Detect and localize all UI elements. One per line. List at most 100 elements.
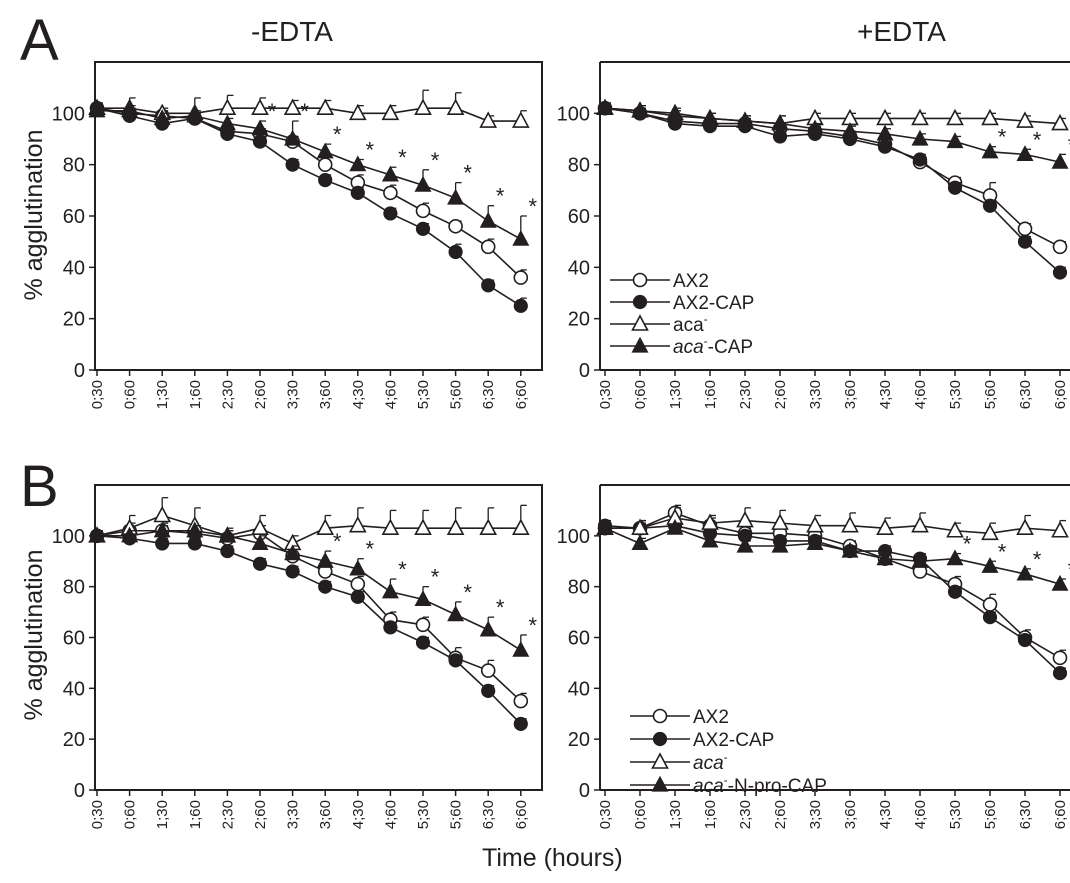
data-point [351,186,364,199]
data-point [156,537,169,550]
series-AX2-CAP [91,102,528,313]
legend-label: AX2-CAP [693,730,774,751]
data-point [913,518,928,532]
series-AX2 [91,523,528,707]
significance-star: * [300,99,309,124]
data-point [738,513,753,527]
x-tick-label: 1;30 [667,380,684,409]
y-tick-label: 20 [63,729,85,751]
y-tick-label: 40 [63,678,85,700]
data-point [286,565,299,578]
data-point [514,299,527,312]
x-tick-label: 0;60 [632,380,649,409]
data-point [254,135,267,148]
x-tick-label: 0;60 [122,800,139,829]
data-point [416,100,431,114]
legend-marker [653,777,668,791]
x-tick-label: 0;60 [122,380,139,409]
data-point [449,245,462,258]
y-tick-label: 80 [63,577,85,599]
data-point [384,621,397,634]
data-point [188,537,201,550]
data-point [1054,667,1067,680]
data-point [481,520,496,534]
y-tick-label: 60 [568,206,590,228]
significance-star: * [463,161,472,186]
data-point [1019,634,1032,647]
significance-star: * [268,99,277,124]
data-point [1054,651,1067,664]
data-point [949,181,962,194]
data-point [221,545,234,558]
x-tick-label: 4;60 [382,800,399,829]
data-point [1054,240,1067,253]
data-point [384,186,397,199]
data-point [983,110,998,124]
x-tick-label: 1;60 [702,380,719,409]
data-point [449,654,462,667]
legend-marker [653,754,668,768]
x-tick-label: 0;60 [632,800,649,829]
data-point [514,695,527,708]
data-point [449,220,462,233]
data-point [350,157,365,171]
data-point [948,110,963,124]
significance-star: * [333,529,342,554]
data-point [417,204,430,217]
data-point [1019,235,1032,248]
series-AX2-CAP [599,102,1067,279]
y-tick-label: 40 [568,257,590,279]
data-point [253,100,268,114]
series-AX2 [91,102,528,284]
x-tick-label: 4;30 [877,380,894,409]
x-tick-label: 6;30 [1017,380,1034,409]
x-tick-label: 2;60 [772,800,789,829]
data-point [482,684,495,697]
data-point [514,717,527,730]
significance-star: * [398,557,407,582]
data-point [318,100,333,114]
data-point [482,664,495,677]
y-tick-label: 80 [63,155,85,177]
significance-star: * [496,184,505,209]
y-tick-label: 20 [568,309,590,331]
x-tick-label: 1;30 [667,800,684,829]
legend-label: aca--N-pro-CAP [693,773,827,797]
x-tick-label: 6;60 [1052,800,1069,829]
legend-label: AX2-CAP [673,293,754,314]
data-point [948,551,963,565]
significance-star: * [431,148,440,173]
data-point [514,271,527,284]
data-point [318,144,333,158]
y-tick-label: 80 [568,577,590,599]
data-point [417,618,430,631]
data-point [481,622,496,636]
significance-star: * [366,537,375,562]
data-point [383,584,398,598]
legend-marker [633,338,648,352]
x-tick-label: 1;30 [154,800,171,829]
chart-B-plus-EDTA: 0204060801000;30 0;60 1;30 1;60 2;30 2;60 3;30… [557,485,1070,829]
y-tick-label: 20 [568,729,590,751]
data-point [1054,266,1067,279]
data-point [482,240,495,253]
data-point [513,113,528,127]
significance-star: * [398,145,407,170]
series-line [97,108,521,306]
x-tick-label: 4;30 [350,800,367,829]
x-tick-label: 6;30 [480,380,497,409]
data-point [984,598,997,611]
significance-star: * [1033,547,1042,572]
y-axis-title: % agglutination [20,550,48,721]
significance-star: * [998,539,1007,564]
significance-star: * [963,532,972,557]
x-tick-label: 5;30 [415,380,432,409]
data-point [286,158,299,171]
significance-star: * [463,580,472,605]
data-point [914,153,927,166]
significance-star: * [333,122,342,147]
data-point [448,607,463,621]
series-AX2 [599,505,1067,664]
data-point [220,100,235,114]
